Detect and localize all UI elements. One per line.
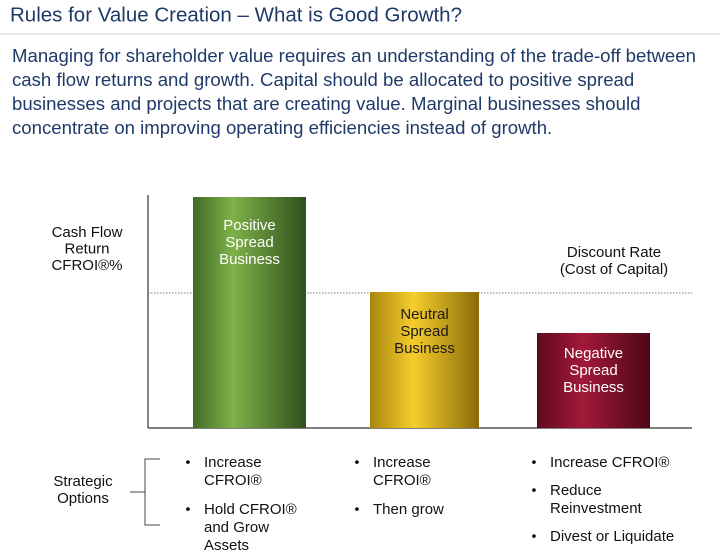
- axis-label: Cash Flow: [52, 224, 123, 241]
- intro-line: cash flow returns and growth. Capital sh…: [12, 69, 634, 90]
- intro-line: Managing for shareholder value requires …: [12, 45, 696, 66]
- options-label: Strategic: [53, 473, 113, 490]
- bar-label: Neutral: [400, 306, 448, 323]
- bullet: •: [186, 454, 191, 470]
- options-label: Options: [57, 490, 109, 507]
- bar-label: Spread: [400, 323, 448, 340]
- option-text: Reduce: [550, 482, 602, 499]
- positive-bar: [193, 197, 306, 428]
- option-text: Reinvestment: [550, 500, 643, 517]
- reference-label: (Cost of Capital): [560, 261, 668, 278]
- option-text: Increase: [373, 454, 431, 471]
- option-text: and Grow: [204, 519, 269, 536]
- bullet: •: [355, 454, 360, 470]
- bullet: •: [532, 482, 537, 498]
- option-text: CFROI®: [373, 472, 431, 489]
- bar-label: Spread: [225, 234, 273, 251]
- intro-line: concentrate on improving operating effic…: [12, 117, 552, 138]
- option-text: Hold CFROI®: [204, 501, 297, 518]
- bar-label: Positive: [223, 217, 276, 234]
- option-text: Divest or Liquidate: [550, 528, 674, 545]
- bar-label: Negative: [564, 345, 623, 362]
- title: Rules for Value Creation – What is Good …: [10, 3, 462, 26]
- bullet: •: [186, 501, 191, 517]
- bullet: •: [532, 454, 537, 470]
- bar-label: Business: [219, 251, 280, 268]
- options-bracket: [130, 458, 160, 526]
- bullet: •: [355, 501, 360, 517]
- bullet: •: [532, 528, 537, 544]
- option-text: Increase CFROI®: [550, 454, 669, 471]
- option-text: Increase: [204, 454, 262, 471]
- axis-label: CFROI®%: [51, 257, 122, 274]
- bar-label: Business: [394, 340, 455, 357]
- axis-label: Return: [64, 240, 109, 257]
- option-text: Then grow: [373, 501, 444, 518]
- option-text: Assets: [204, 537, 249, 554]
- option-text: CFROI®: [204, 472, 262, 489]
- neutral-bar: [370, 292, 479, 428]
- bar-label: Business: [563, 379, 624, 396]
- negative-bar: [537, 333, 650, 428]
- bar-label: Spread: [569, 362, 617, 379]
- intro-line: businesses and projects that are creatin…: [12, 93, 640, 114]
- reference-label: Discount Rate: [567, 244, 661, 261]
